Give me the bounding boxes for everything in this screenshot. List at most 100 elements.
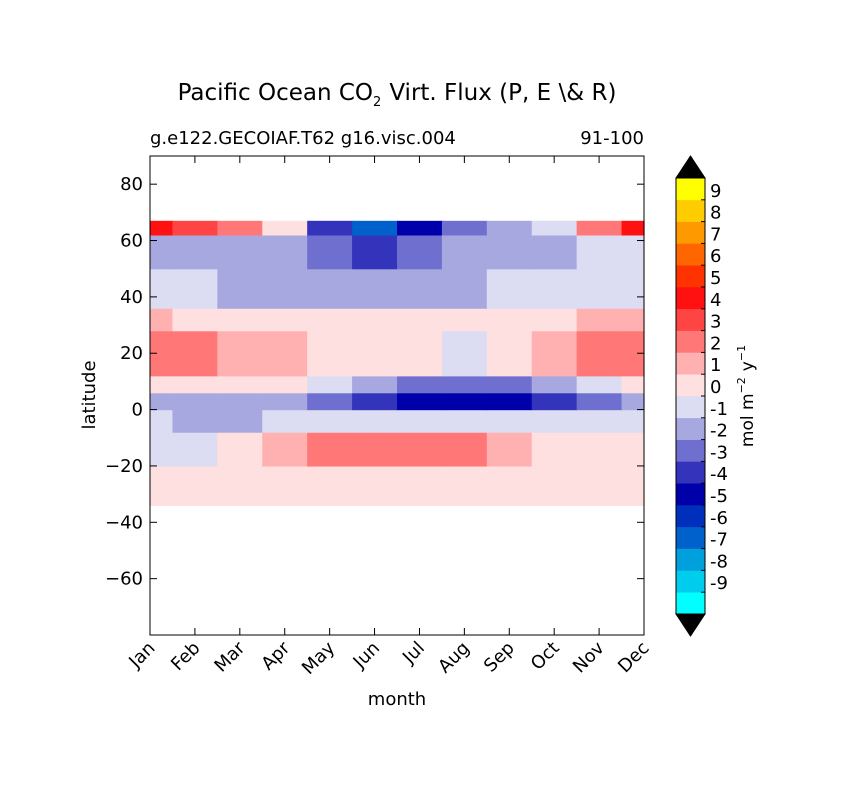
field-cell [486,330,533,377]
field-cell [352,220,398,236]
colorbar-tick-label: 2 [710,333,721,354]
colorbar-tick-label: -9 [710,573,728,594]
colorbar-swatch [676,483,705,506]
field-cell [621,234,645,270]
colorbar-swatch [676,548,705,571]
field-cell [150,465,174,506]
field-cell [150,308,174,332]
colorbar-tick-label: 6 [710,246,721,267]
colorbar-swatch [676,417,705,440]
field-cell [576,234,623,270]
colorbar-swatch [676,243,705,266]
field-cell [397,234,443,270]
field-cell [441,432,488,467]
field-cell [352,432,398,467]
x-tick-label: Apr [257,637,294,674]
field-cell [531,432,578,467]
colorbar-under-arrow [675,613,706,637]
field-cell [486,465,533,506]
field-cell [531,465,578,506]
field-cell [576,308,623,332]
field-cell [150,234,174,270]
field-cell [576,220,623,236]
y-tick-label: 60 [120,231,143,252]
field-cell [172,268,218,309]
x-tick-label: Nov [569,637,609,677]
field-cell [307,392,353,411]
field-cell [621,375,645,394]
colorbar-tick-label: -3 [710,442,728,463]
field-cell [441,409,488,433]
field-cell [172,465,218,506]
field-cell [262,234,308,270]
field-cell [397,409,443,433]
y-tick-label: 20 [120,343,143,364]
field-cell [531,220,578,236]
plot-frame [149,155,645,636]
field-cell [397,308,443,332]
field-cell [217,465,263,506]
field-cell [307,308,353,332]
field-cell [441,330,488,377]
field-cell [217,375,263,394]
field-cell [397,375,443,394]
field-cell [576,465,623,506]
colorbar-swatch [676,221,705,244]
field-cell [576,392,623,411]
field-cell [307,409,353,433]
field-cell [150,392,174,411]
field-cell [441,234,488,270]
field-cell [576,432,623,467]
x-tick-label: Mar [210,637,249,676]
field-cell [150,220,174,236]
field-cell [217,220,263,236]
field-cell [217,308,263,332]
field-cell [217,392,263,411]
colorbar-swatch [676,330,705,353]
colorbar-tick-label: 4 [710,290,721,311]
field-cell [352,409,398,433]
field-cell [352,375,398,394]
plot-area [150,220,645,506]
colorbar-swatch [676,505,705,528]
field-cell [397,268,443,309]
field-cell [262,220,308,236]
field-cell [621,409,645,433]
field-cell [441,308,488,332]
colorbar-swatch [676,178,705,201]
field-cell [307,330,353,377]
year-range-subtitle: 91-100 [580,128,644,149]
field-cell [531,392,578,411]
x-tick-label: Jun [349,638,384,673]
x-tick-label: Jan [124,638,159,673]
field-cell [441,220,488,236]
field-cell [441,375,488,394]
field-cell [217,432,263,467]
colorbar-tick-label: 0 [710,377,721,398]
field-cell [352,465,398,506]
y-tick-label: −40 [105,512,143,533]
field-cell [307,234,353,270]
field-cell [172,375,218,394]
field-cell [621,432,645,467]
field-cell [262,330,308,377]
field-cell [262,465,308,506]
x-tick-label: Sep [480,638,519,677]
field-cell [262,308,308,332]
colorbar-swatch [676,287,705,310]
colorbar-tick-label: -7 [710,530,728,551]
colorbar-tick-label: 7 [710,224,721,245]
y-axis-label: latitude [79,360,100,429]
chart-title: Pacific Ocean CO2 Virt. Flux (P, E \& R) [178,80,617,110]
field-cell [172,234,218,270]
field-cell [621,465,645,506]
field-cell [150,409,174,433]
colorbar-swatch [676,570,705,593]
colorbar-swatch [676,526,705,549]
colorbar-tick-label: 5 [710,268,721,289]
field-cell [172,409,218,433]
colorbar-tick-label: -2 [710,421,728,442]
field-cell [486,375,533,394]
field-cell [352,268,398,309]
